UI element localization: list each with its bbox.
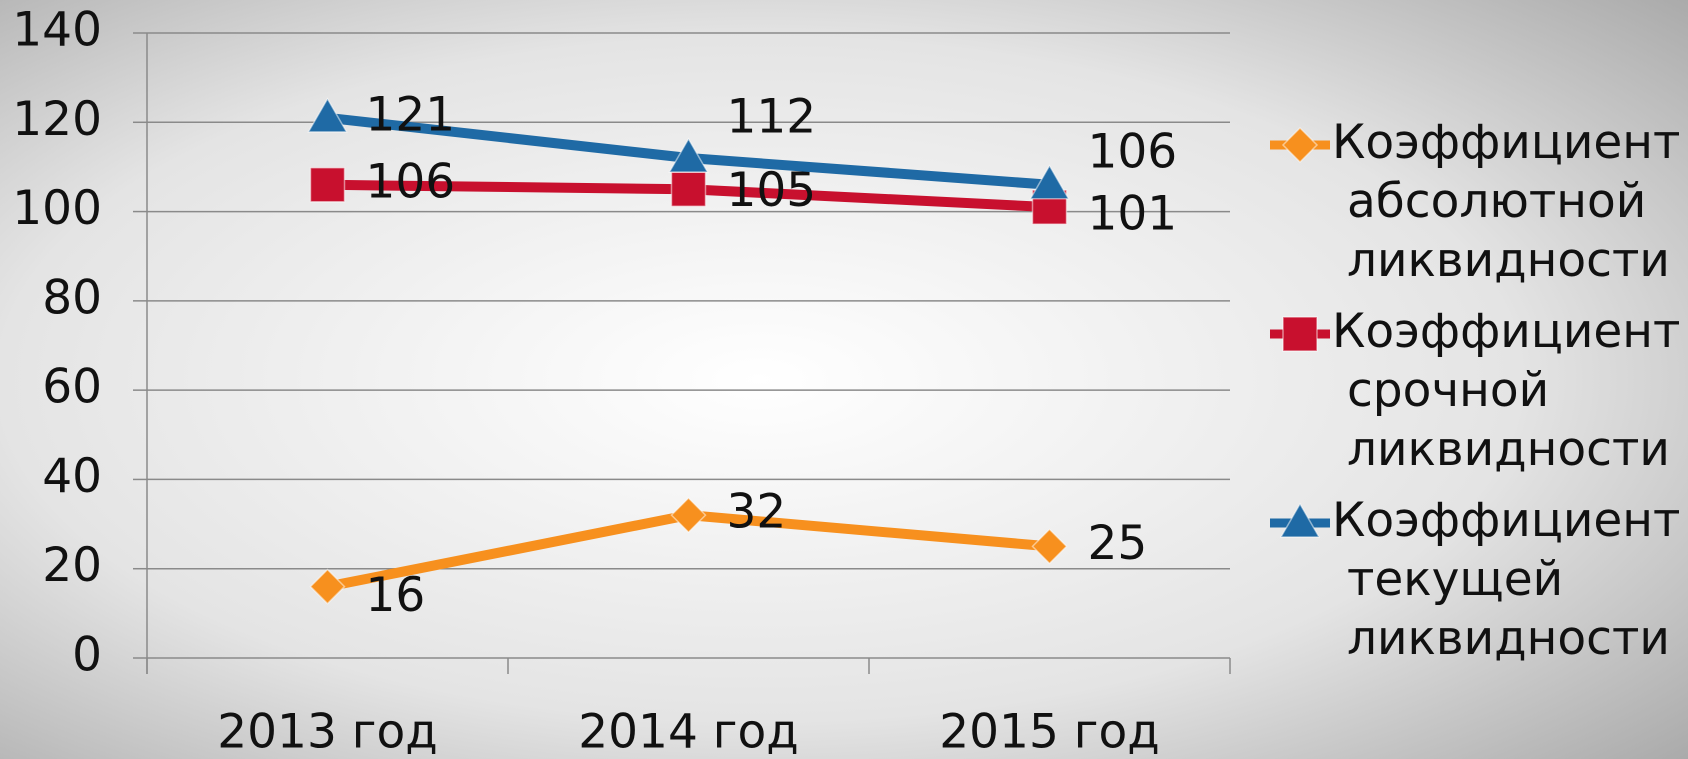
data-label: 106 <box>366 154 456 209</box>
y-tick-label: 80 <box>42 270 102 325</box>
marker <box>1281 126 1319 164</box>
y-tick-label: 40 <box>42 449 102 504</box>
legend-label: Коэффициент текущей ликвидности <box>1332 493 1680 666</box>
marker <box>670 171 707 207</box>
legend-label: Коэффициент абсолютной ликвидности <box>1332 115 1680 288</box>
data-label: 25 <box>1088 516 1148 571</box>
x-tick-label: 2013 год <box>217 705 438 759</box>
marker <box>307 97 348 133</box>
y-tick-label: 140 <box>12 3 102 58</box>
marker <box>1279 502 1321 538</box>
legend-label: Коэффициент срочной ликвидности <box>1332 304 1680 477</box>
x-tick-label: 2015 год <box>939 705 1160 759</box>
data-label: 112 <box>727 90 817 145</box>
y-tick-label: 60 <box>42 360 102 415</box>
y-tick-label: 20 <box>42 538 102 593</box>
marker <box>309 167 346 203</box>
data-label: 101 <box>1088 187 1178 242</box>
marker <box>668 137 709 173</box>
data-label: 32 <box>727 485 787 540</box>
data-label: 16 <box>366 568 426 623</box>
data-label: 106 <box>1088 124 1178 179</box>
marker <box>1031 528 1068 565</box>
marker <box>309 568 346 605</box>
marker <box>1029 164 1070 200</box>
data-label: 105 <box>727 163 817 218</box>
marker <box>670 497 707 534</box>
data-label: 121 <box>366 87 456 142</box>
y-tick-label: 0 <box>72 628 102 683</box>
marker <box>1282 316 1318 352</box>
y-tick-label: 120 <box>12 92 102 147</box>
y-tick-label: 100 <box>12 181 102 236</box>
x-tick-label: 2014 год <box>578 705 799 759</box>
